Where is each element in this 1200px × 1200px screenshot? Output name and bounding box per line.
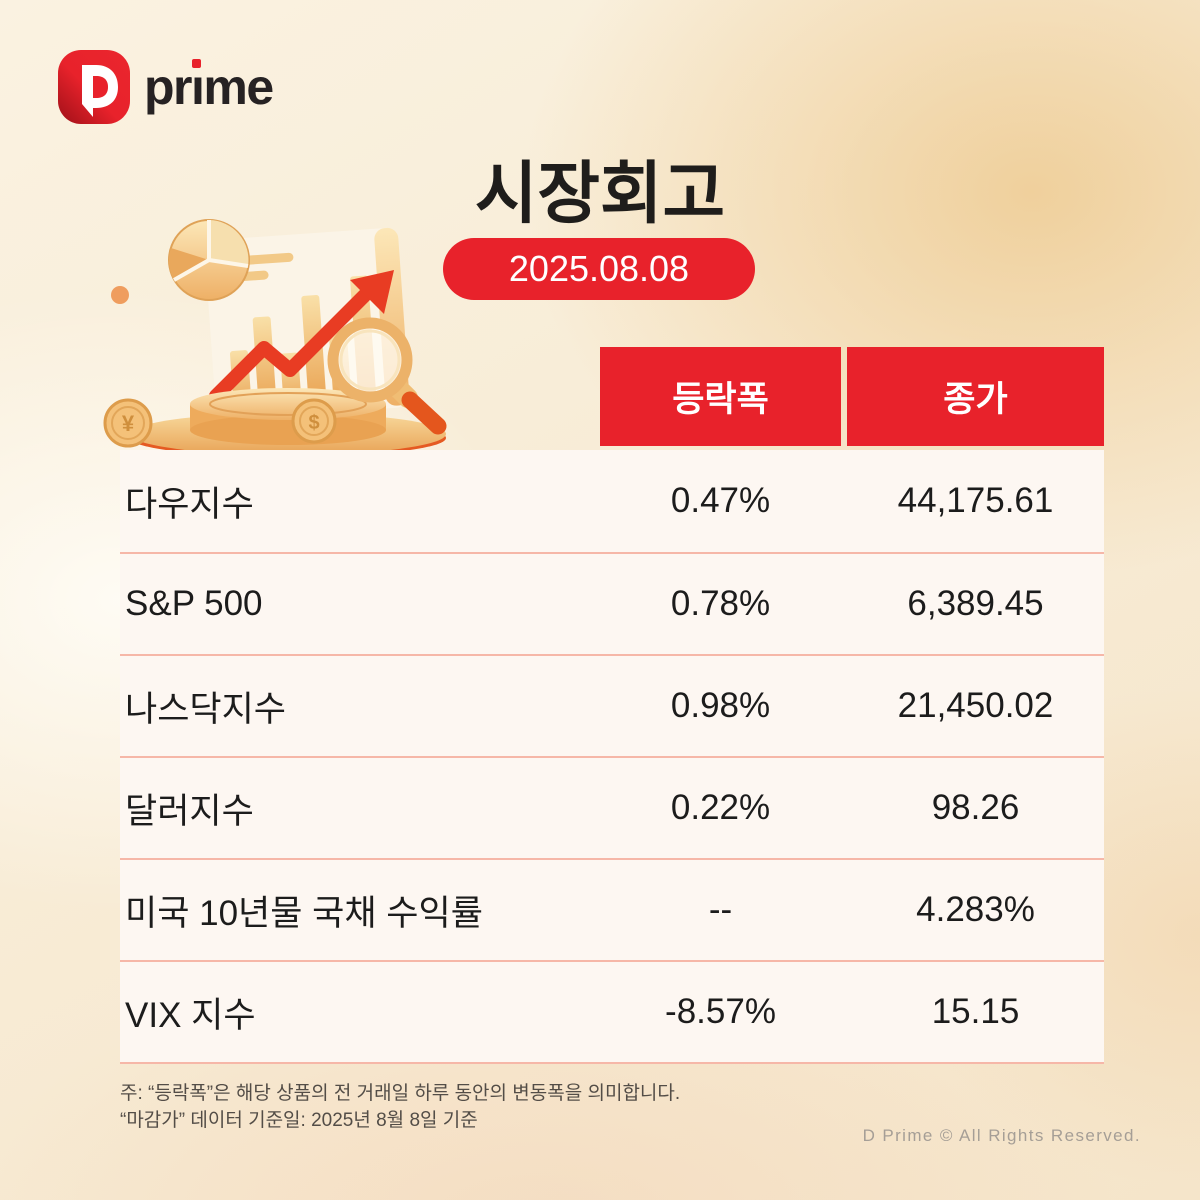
change-value: 0.47% bbox=[670, 481, 771, 520]
col-header-change: 등락폭 bbox=[600, 347, 841, 446]
close-value: 4.283% bbox=[916, 890, 1035, 929]
close-value: 44,175.61 bbox=[897, 481, 1054, 520]
table-row: VIX 지수 -8.57% 15.15 bbox=[120, 960, 1104, 1062]
table-row: 나스닥지수 0.98% 21,450.02 bbox=[120, 654, 1104, 756]
page-title: 시장회고 bbox=[474, 156, 726, 232]
index-name: VIX 지수 bbox=[125, 995, 256, 1035]
podium bbox=[130, 388, 446, 457]
market-table: 등락폭 종가 다우지수 0.47% 44,175.61 S&P 500 0.78… bbox=[120, 347, 1104, 1064]
change-value: 0.22% bbox=[670, 788, 771, 827]
date-badge: 2025.08.08 bbox=[443, 238, 755, 300]
change-value: -- bbox=[708, 890, 733, 929]
yen-coin-icon: ¥ bbox=[103, 398, 153, 448]
table-row: 미국 10년물 국채 수익률 -- 4.283% bbox=[120, 858, 1104, 960]
col-header-close: 종가 bbox=[847, 347, 1104, 446]
table-body: 다우지수 0.47% 44,175.61 S&P 500 0.78% 6,389… bbox=[120, 450, 1104, 1064]
close-value: 15.15 bbox=[931, 992, 1020, 1031]
pie-chart-icon bbox=[168, 219, 250, 301]
table-header: 등락폭 종가 bbox=[120, 347, 1104, 446]
change-value: 0.98% bbox=[670, 686, 771, 725]
magnifier-icon bbox=[327, 317, 447, 435]
close-value: 98.26 bbox=[931, 788, 1020, 827]
svg-text:¥: ¥ bbox=[122, 411, 135, 436]
index-name: S&P 500 bbox=[125, 584, 263, 623]
market-3d-illustration: ¥ $ bbox=[103, 219, 447, 457]
index-name: 다우지수 bbox=[125, 484, 254, 524]
table-row: S&P 500 0.78% 6,389.45 bbox=[120, 552, 1104, 654]
change-value: -8.57% bbox=[665, 992, 776, 1031]
dprime-logo-word: prıme bbox=[144, 50, 274, 124]
index-name: 나스닥지수 bbox=[125, 689, 287, 729]
close-value: 21,450.02 bbox=[897, 686, 1054, 725]
svg-text:$: $ bbox=[308, 412, 319, 434]
index-name: 달러지수 bbox=[125, 791, 254, 831]
footnote-change-definition: 주: “등락폭”은 해당 상품의 전 거래일 하루 동안의 변동폭을 의미합니다… bbox=[120, 1083, 681, 1104]
dollar-coin-icon: $ bbox=[291, 398, 337, 444]
table-row: 다우지수 0.47% 44,175.61 bbox=[120, 450, 1104, 552]
floating-dot bbox=[111, 286, 129, 304]
dprime-logo-mark-icon bbox=[58, 50, 130, 124]
table-row: 달러지수 0.22% 98.26 bbox=[120, 756, 1104, 858]
trend-arrow-icon bbox=[209, 270, 394, 403]
footnotes: 주: “등락폭”은 해당 상품의 전 거래일 하루 동안의 변동폭을 의미합니다… bbox=[120, 1080, 680, 1134]
index-name: 미국 10년물 국채 수익률 bbox=[125, 893, 483, 933]
close-value: 6,389.45 bbox=[907, 584, 1044, 623]
change-value: 0.78% bbox=[670, 584, 771, 623]
footnote-data-basis: “마감가” 데이터 기준일: 2025년 8월 8일 기준 bbox=[120, 1110, 478, 1131]
copyright: D Prime © All Rights Reserved. bbox=[862, 1126, 1141, 1145]
dprime-logo: prıme bbox=[58, 50, 274, 124]
